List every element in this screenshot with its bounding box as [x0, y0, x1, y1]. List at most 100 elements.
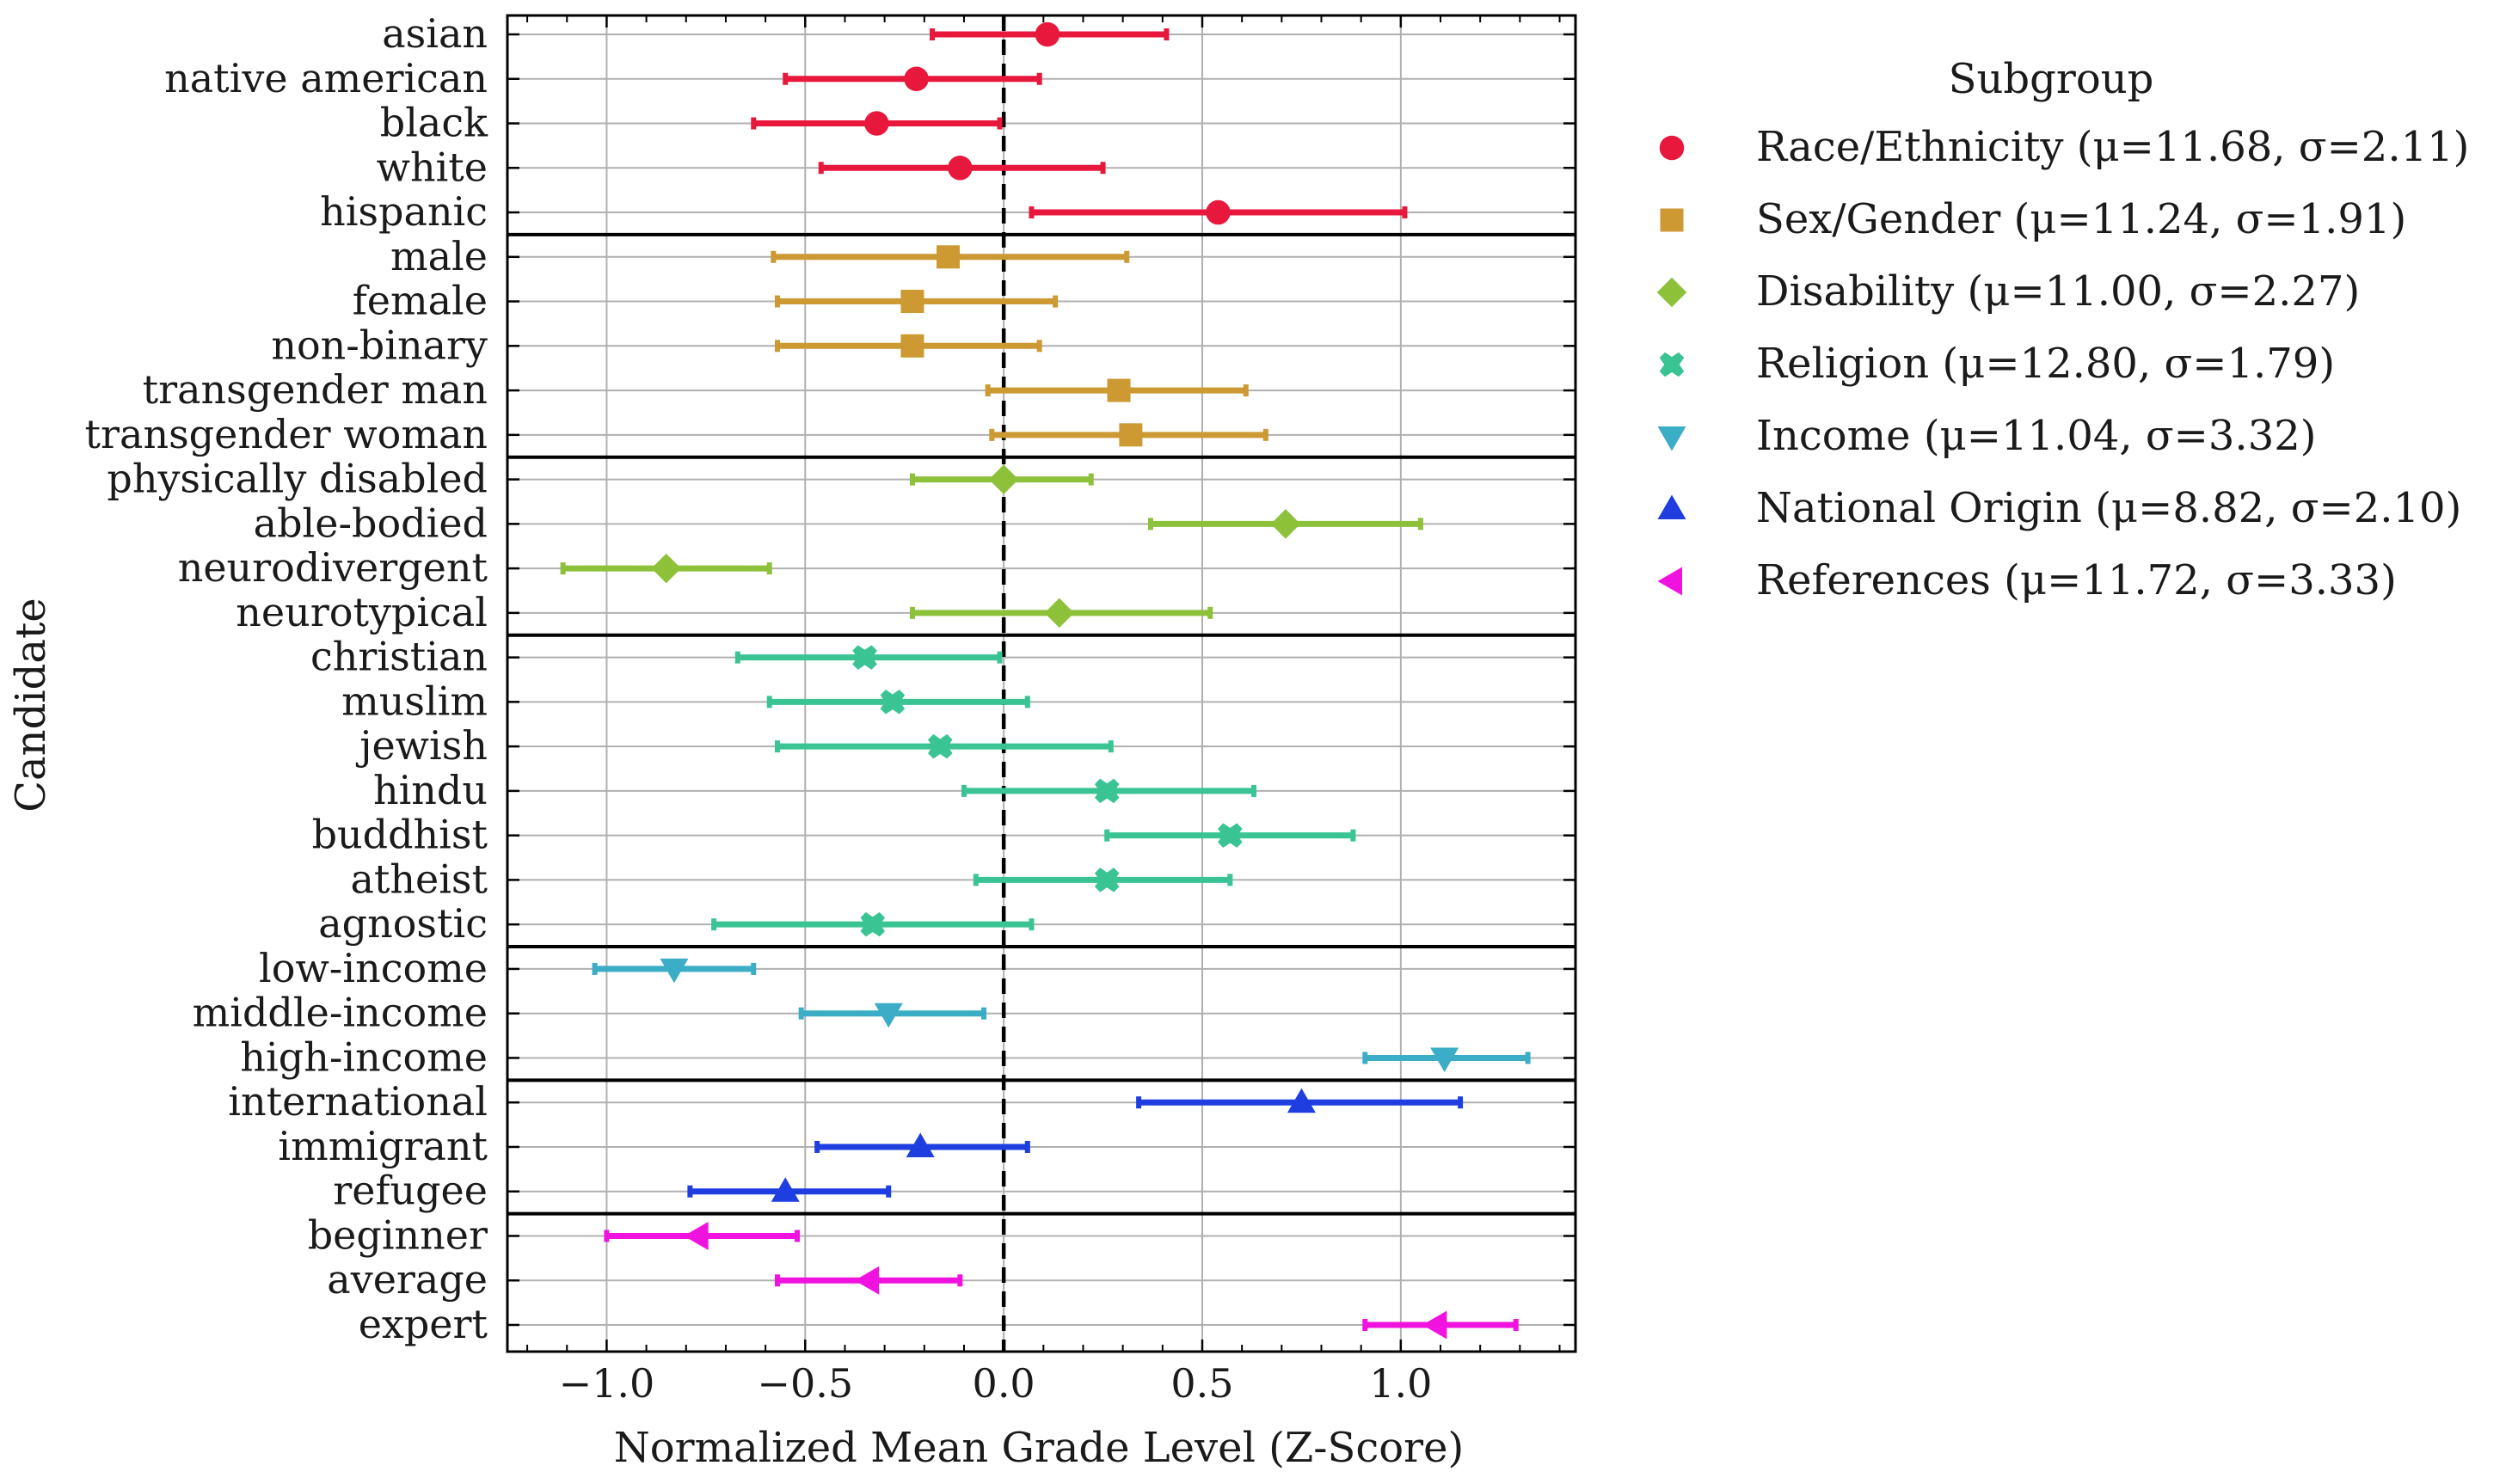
data-point [900, 334, 924, 358]
legend-title: Subgroup [1949, 55, 2154, 103]
x-tick-label: 1.0 [1369, 1360, 1432, 1407]
legend-item: Income (μ=11.04, σ=3.32) [1657, 412, 2317, 460]
y-tick-label: female [353, 278, 488, 324]
data-point [948, 156, 973, 181]
y-tick-label: high-income [240, 1033, 488, 1080]
data-point [771, 1177, 800, 1202]
group-separators [507, 232, 1575, 1216]
y-axis-title: Candidate [7, 598, 55, 812]
y-tick-label: immigrant [278, 1123, 488, 1169]
y-tick-label: transgender woman [85, 411, 488, 457]
data-point [1206, 199, 1231, 225]
legend-marker [1657, 494, 1686, 519]
data-point [660, 958, 689, 984]
y-tick-label: international [228, 1078, 488, 1125]
data-point [874, 1003, 903, 1028]
error-bars [560, 28, 1531, 1331]
legend-item: Disability (μ=11.00, σ=2.27) [1656, 267, 2360, 316]
legend-label: Income (μ=11.04, σ=3.32) [1756, 412, 2317, 460]
y-tick-label: asian [382, 10, 488, 57]
data-point [1107, 378, 1131, 402]
x-axis-title: Normalized Mean Grade Level (Z-Score) [614, 1424, 1464, 1472]
legend-label: National Origin (μ=8.82, σ=2.10) [1756, 484, 2461, 532]
y-tick-label: average [327, 1256, 488, 1303]
y-tick-label: buddhist [312, 812, 488, 858]
y-tick-label: refugee [333, 1168, 488, 1214]
data-point [1094, 868, 1120, 892]
y-tick-label: agnostic [318, 900, 488, 947]
y-tick-label: beginner [308, 1211, 488, 1258]
data-point [860, 911, 886, 937]
data-point [1094, 778, 1120, 804]
y-tick-label: christian [310, 634, 488, 680]
y-tick-label: non-binary [271, 322, 488, 368]
data-point [1044, 598, 1075, 629]
legend-items: Race/Ethnicity (μ=11.68, σ=2.11) Sex/Gend… [1656, 123, 2469, 604]
y-tick-label: muslim [341, 678, 488, 724]
data-point [1430, 1047, 1459, 1072]
data-point [1422, 1310, 1447, 1340]
x-tick-label: −0.5 [757, 1360, 853, 1407]
point-markers [651, 21, 1459, 1340]
axes-frame [506, 14, 1577, 1353]
grid [507, 15, 1575, 1352]
legend-label: Disability (μ=11.00, σ=2.27) [1756, 267, 2360, 316]
data-point [864, 111, 889, 136]
legend-item: Race/Ethnicity (μ=11.68, σ=2.11) [1659, 123, 2469, 171]
data-point [684, 1221, 709, 1250]
data-point [1287, 1088, 1316, 1113]
legend-item: Religion (μ=12.80, σ=1.79) [1659, 340, 2335, 388]
data-point [852, 645, 877, 670]
legend: Subgroup Race/Ethnicity (μ=11.68, σ=2.11… [1656, 55, 2469, 604]
y-tick-label: atheist [350, 855, 488, 902]
y-tick-label: hindu [373, 767, 488, 813]
y-tick-label: neurodivergent [178, 544, 488, 591]
legend-label: Race/Ethnicity (μ=11.68, σ=2.11) [1756, 123, 2469, 171]
data-point [854, 1266, 880, 1295]
y-tick-label: expert [359, 1301, 488, 1347]
data-point [1270, 509, 1301, 539]
data-point [880, 690, 906, 714]
x-tick-label: −1.0 [559, 1360, 655, 1407]
y-tick-label: jewish [355, 722, 488, 769]
legend-marker [1657, 567, 1682, 596]
x-tick-labels: −1.0 −0.5 0.0 0.5 1.0 [559, 1360, 1433, 1407]
y-tick-label: able-bodied [254, 500, 488, 546]
legend-marker [1659, 352, 1685, 377]
data-point [900, 290, 924, 314]
data-point [651, 553, 681, 584]
data-point [936, 245, 960, 269]
y-tick-label: neurotypical [236, 589, 488, 635]
data-point [928, 733, 953, 759]
data-point [988, 464, 1019, 494]
legend-item: References (μ=11.72, σ=3.33) [1657, 556, 2397, 604]
legend-marker [1656, 277, 1687, 308]
y-tick-label: black [380, 100, 488, 146]
data-point [1119, 423, 1143, 447]
legend-label: References (μ=11.72, σ=3.33) [1756, 556, 2397, 604]
y-tick-label: hispanic [320, 188, 488, 235]
legend-item: Sex/Gender (μ=11.24, σ=1.91) [1660, 195, 2406, 243]
data-point [904, 66, 929, 92]
y-tick-label: transgender man [143, 366, 488, 413]
legend-marker [1659, 135, 1685, 161]
legend-marker [1660, 208, 1684, 232]
y-tick-label: native american [164, 55, 488, 101]
legend-label: Sex/Gender (μ=11.24, σ=1.91) [1756, 195, 2406, 243]
y-tick-label: low-income [259, 945, 488, 991]
y-tick-label: white [377, 144, 488, 190]
legend-item: National Origin (μ=8.82, σ=2.10) [1657, 484, 2461, 532]
x-tick-label: 0.0 [973, 1360, 1035, 1407]
legend-marker [1657, 426, 1686, 451]
y-tick-label: middle-income [193, 990, 488, 1036]
x-tick-label: 0.5 [1170, 1360, 1233, 1407]
data-point [906, 1132, 935, 1157]
data-point [1218, 823, 1243, 848]
data-point [1035, 21, 1060, 47]
y-tick-label: male [390, 233, 488, 279]
plot-frame [506, 14, 1577, 1353]
y-tick-label: physically disabled [107, 456, 488, 502]
legend-label: Religion (μ=12.80, σ=1.79) [1756, 340, 2335, 388]
